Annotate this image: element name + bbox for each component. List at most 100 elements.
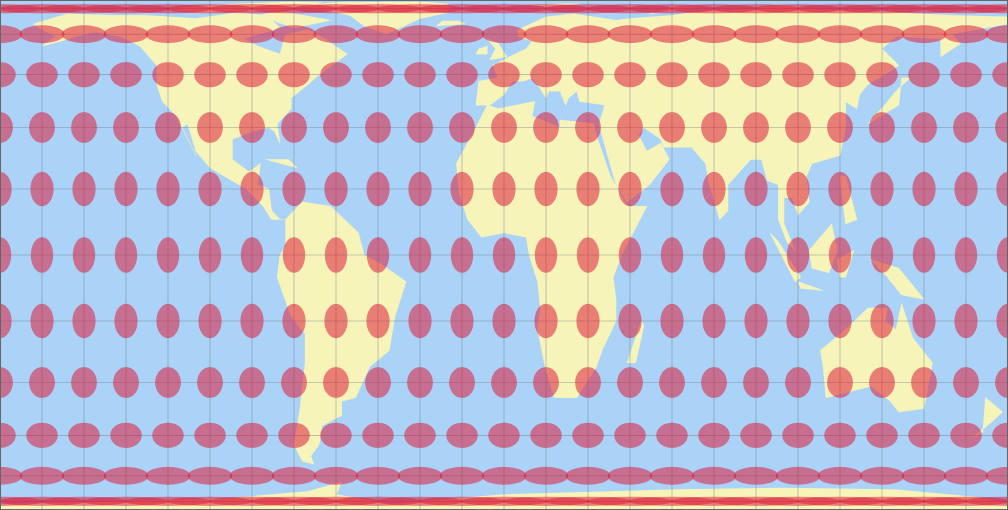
tissot-indicatrix (617, 367, 643, 398)
tissot-indicatrix (450, 303, 474, 339)
tissot-indicatrix (408, 237, 432, 273)
tissot-indicatrix (197, 112, 223, 143)
tissot-indicatrix (30, 303, 54, 339)
tissot-indicatrix (449, 112, 475, 143)
tissot-indicatrix (408, 303, 432, 339)
tissot-indicatrix (659, 112, 685, 143)
tissot-indicatrix (744, 171, 768, 207)
tissot-indicatrix (114, 237, 138, 273)
tissot-indicatrix (366, 303, 390, 339)
tissot-indicatrix (271, 25, 317, 44)
tissot-indicatrix (985, 466, 1008, 485)
tissot-indicatrix (481, 466, 527, 485)
tissot-indicatrix (740, 62, 772, 88)
tissot-indicatrix (996, 237, 1008, 273)
tissot-indicatrix (744, 237, 768, 273)
tissot-indicatrix (656, 62, 688, 88)
tissot-indicatrix (943, 466, 989, 485)
tissot-indicatrix (523, 25, 569, 44)
tissot-indicatrix (698, 422, 730, 448)
tissot-indicatrix (533, 367, 559, 398)
tissot-indicatrix (859, 25, 905, 44)
tissot-indicatrix (61, 466, 107, 485)
tissot-indicatrix (785, 112, 811, 143)
tissot-indicatrix (740, 422, 772, 448)
tissot-indicatrix (530, 62, 562, 88)
tissot-indicatrix (281, 112, 307, 143)
tissot-indicatrix (110, 422, 142, 448)
tissot-indicatrix (491, 112, 517, 143)
tissot-indicatrix (30, 171, 54, 207)
tissot-indicatrix (649, 466, 695, 485)
tissot-indicatrix (565, 466, 611, 485)
tissot-indicatrix (992, 62, 1008, 88)
tissot-indicatrix (355, 466, 401, 485)
tissot-indicatrix (786, 171, 810, 207)
tissot-indicatrix (491, 367, 517, 398)
tissot-indicatrix (817, 466, 863, 485)
tissot-indicatrix (324, 171, 348, 207)
tissot-indicatrix (534, 303, 558, 339)
tissot-indicatrix (145, 466, 191, 485)
tissot-indicatrix (775, 25, 821, 44)
tissot-indicatrix (995, 112, 1008, 143)
tissot-indicatrix (572, 422, 604, 448)
tissot-indicatrix (397, 25, 443, 44)
tissot-indicatrix (618, 171, 642, 207)
tissot-indicatrix (156, 171, 180, 207)
tissot-indicatrix (565, 25, 611, 44)
tissot-indicatrix (481, 25, 527, 44)
tissot-indicatrix (236, 62, 268, 88)
tissot-indicatrix (985, 25, 1008, 44)
tissot-indicatrix (618, 237, 642, 273)
tissot-indicatrix (488, 422, 520, 448)
tissot-indicatrix (110, 62, 142, 88)
tissot-indicatrix (113, 112, 139, 143)
tissot-indicatrix (198, 237, 222, 273)
tissot-indicatrix (701, 112, 727, 143)
tissot-indicatrix (68, 422, 100, 448)
tissot-indicatrix (397, 466, 443, 485)
tissot-indicatrix (282, 171, 306, 207)
landmass (32, 12, 348, 220)
tissot-indicatrix (607, 466, 653, 485)
tissot-indicatrix (617, 112, 643, 143)
tissot-indicatrix (901, 25, 947, 44)
tissot-indicatrix (282, 303, 306, 339)
tissot-indicatrix (236, 422, 268, 448)
landmass (475, 45, 488, 55)
tissot-indicatrix (446, 62, 478, 88)
tissot-indicatrix (271, 466, 317, 485)
tissot-indicatrix (492, 303, 516, 339)
tissot-indicatrix (0, 466, 23, 485)
tissot-indicatrix (366, 237, 390, 273)
tissot-indicatrix (197, 367, 223, 398)
tissot-indicatrix (782, 422, 814, 448)
tissot-indicatrix (698, 62, 730, 88)
tissot-indicatrix (0, 25, 23, 44)
tissot-indicatrix (446, 422, 478, 448)
tissot-indicatrix (408, 171, 432, 207)
tissot-indicatrix (61, 25, 107, 44)
landmass (265, 159, 298, 169)
tissot-indicatrix (404, 62, 436, 88)
tissot-indicatrix (523, 466, 569, 485)
tissot-indicatrix (575, 112, 601, 143)
tissot-indicatrix (964, 4, 1008, 14)
tissot-indicatrix (0, 62, 16, 88)
landmass (435, 20, 466, 27)
tissot-indicatrix (911, 367, 937, 398)
tissot-indicatrix (240, 171, 264, 207)
tissot-indicatrix (103, 25, 149, 44)
tissot-indicatrix (870, 303, 894, 339)
tissot-indicatrix (0, 303, 12, 339)
tissot-indicatrix (281, 367, 307, 398)
tissot-indicatrix (908, 62, 940, 88)
tissot-indicatrix (912, 237, 936, 273)
tissot-indicatrix (744, 303, 768, 339)
tissot-indicatrix (576, 237, 600, 273)
tissot-indicatrix (733, 25, 779, 44)
tissot-indicatrix (954, 303, 978, 339)
landmass (971, 396, 1003, 439)
